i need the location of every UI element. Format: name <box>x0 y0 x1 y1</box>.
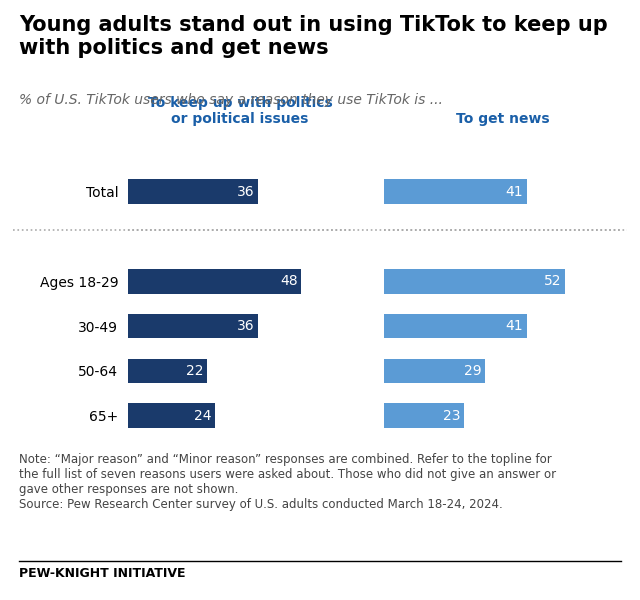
Text: % of U.S. TikTok users who say a reason they use TikTok is ...: % of U.S. TikTok users who say a reason … <box>19 93 443 107</box>
Text: 23: 23 <box>443 409 461 422</box>
Bar <box>384 179 527 204</box>
Text: 24: 24 <box>193 409 211 422</box>
Text: To get news: To get news <box>456 112 549 126</box>
Bar <box>384 269 565 293</box>
Text: Young adults stand out in using TikTok to keep up
with politics and get news: Young adults stand out in using TikTok t… <box>19 15 608 58</box>
Text: Note: “Major reason” and “Minor reason” responses are combined. Refer to the top: Note: “Major reason” and “Minor reason” … <box>19 453 556 511</box>
Text: 36: 36 <box>237 319 255 333</box>
Text: 22: 22 <box>186 364 204 378</box>
Bar <box>128 314 258 338</box>
Text: 41: 41 <box>506 319 524 333</box>
Text: 48: 48 <box>280 274 298 288</box>
Text: 52: 52 <box>544 274 562 288</box>
Text: 41: 41 <box>506 185 524 199</box>
Text: To keep up with politics
or political issues: To keep up with politics or political is… <box>148 96 332 126</box>
Bar <box>128 359 207 383</box>
Text: 36: 36 <box>237 185 255 199</box>
Bar <box>384 314 527 338</box>
Bar <box>128 403 214 428</box>
Bar <box>128 179 258 204</box>
Text: PEW-KNIGHT INITIATIVE: PEW-KNIGHT INITIATIVE <box>19 567 186 580</box>
Text: 29: 29 <box>464 364 481 378</box>
Bar <box>128 269 301 293</box>
Bar <box>384 403 464 428</box>
Bar <box>384 359 485 383</box>
